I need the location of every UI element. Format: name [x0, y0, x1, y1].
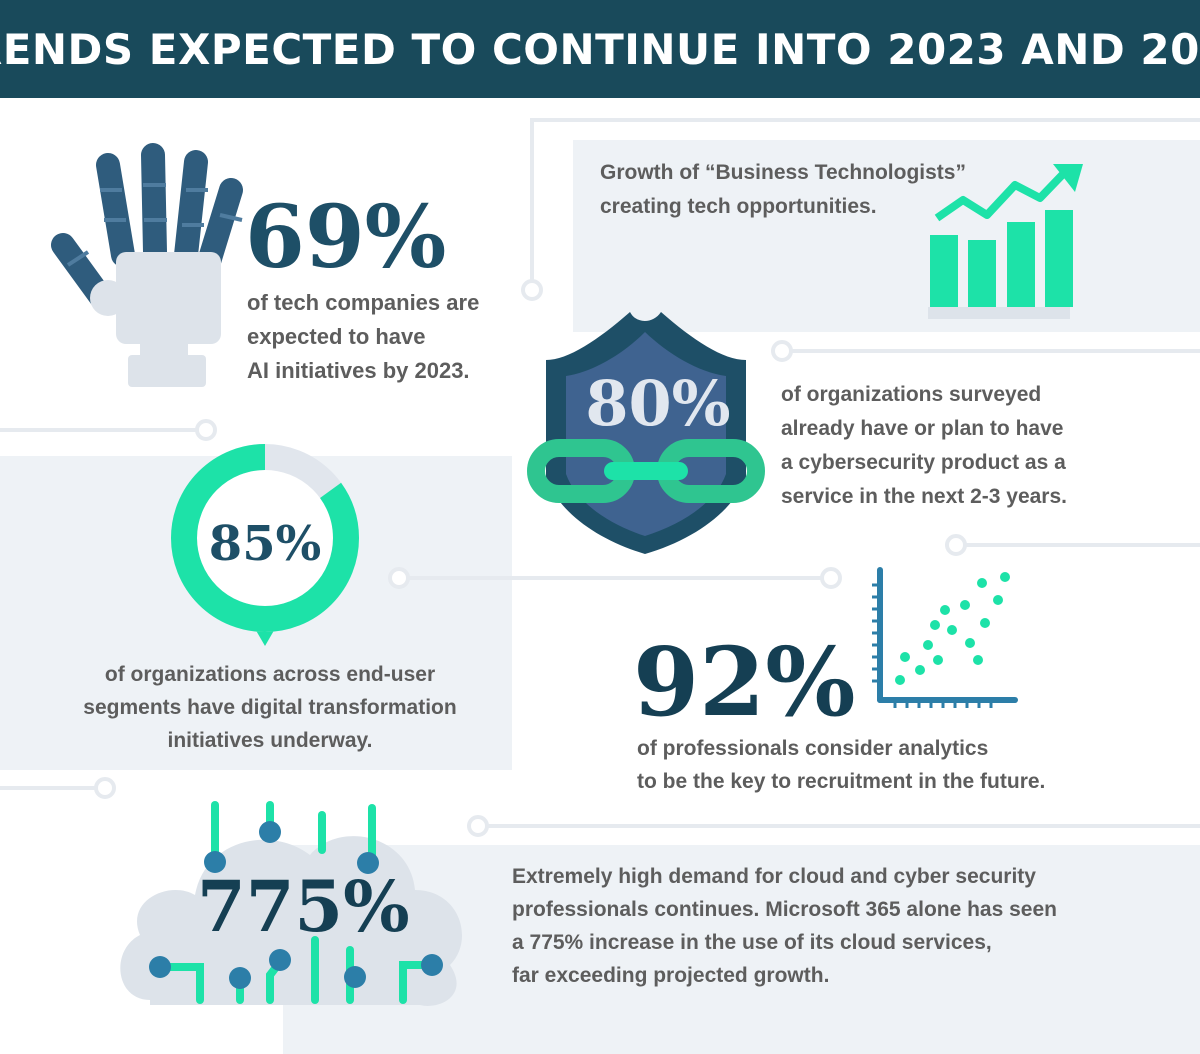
cybersecurity-stat-value: 80%	[585, 367, 731, 440]
business-tech-text: Growth of “Business Technologists” creat…	[600, 161, 966, 218]
analytics-stat-value: 92%	[633, 627, 856, 738]
cloud-stat-value: 775%	[197, 865, 410, 948]
header-bar: TRENDS EXPECTED TO CONTINUE INTO 2023 AN…	[0, 0, 1200, 98]
analytics-stat-text: of professionals consider analytics to b…	[637, 737, 1046, 793]
cybersecurity-stat-text: of organizations surveyed already have o…	[781, 383, 1067, 508]
digital-stat-text: of organizations across end-user segment…	[83, 663, 457, 752]
digital-stat-value: 85%	[208, 516, 322, 572]
page-title: TRENDS EXPECTED TO CONTINUE INTO 2023 AN…	[0, 24, 1200, 74]
scatter-plot-icon	[872, 567, 1018, 708]
growth-bar-chart-icon	[928, 164, 1083, 319]
donut-location-pin-icon	[171, 444, 359, 646]
cloud-circuit-icon	[120, 801, 463, 1006]
panel-business-tech	[573, 140, 1200, 332]
ai-stat-value: 69%	[245, 187, 447, 288]
shield-chain-icon	[527, 312, 765, 554]
donut-progress-arc	[171, 444, 359, 632]
ai-stat-text: of tech companies are expected to have A…	[247, 290, 480, 383]
robot-hand-icon	[51, 143, 243, 387]
cloud-stat-text: Extremely high demand for cloud and cybe…	[512, 865, 1057, 987]
